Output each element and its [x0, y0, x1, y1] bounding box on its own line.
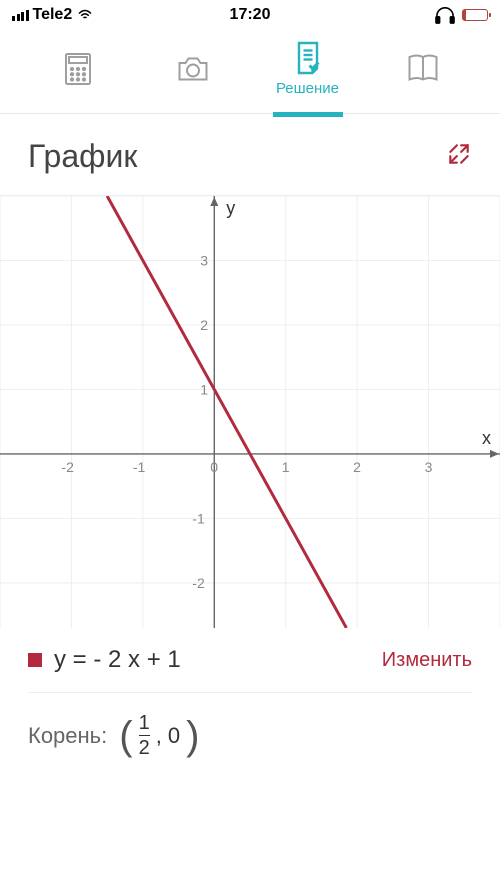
status-left: Tele2	[12, 6, 94, 24]
svg-text:1: 1	[200, 381, 208, 397]
equation-left: y = - 2 x + 1	[28, 646, 181, 674]
section-title: График	[28, 138, 137, 175]
svg-text:-1: -1	[133, 459, 146, 475]
root-value: ( 1 2 , 0 )	[119, 713, 199, 758]
svg-text:3: 3	[425, 459, 433, 475]
battery-icon	[462, 9, 488, 21]
status-right	[434, 6, 488, 24]
clock: 17:20	[230, 6, 271, 24]
tab-solution-label: Решение	[276, 80, 339, 97]
paren-right: )	[186, 718, 199, 754]
tab-calculator[interactable]	[33, 51, 123, 93]
chart[interactable]: -2 -1 0 1 2 3 -2 -1 1 2 3 x y	[0, 195, 500, 627]
status-bar: Tele2 17:20	[0, 0, 500, 30]
paren-left: (	[119, 718, 132, 754]
svg-text:-1: -1	[192, 510, 205, 526]
svg-text:3: 3	[200, 252, 208, 268]
svg-text:x: x	[482, 428, 491, 448]
tab-camera[interactable]	[148, 51, 238, 93]
svg-text:2: 2	[200, 317, 208, 333]
signal-icon	[12, 10, 29, 21]
tab-bar: Решение	[0, 30, 500, 114]
calculator-icon	[60, 51, 96, 87]
equation-row: y = - 2 x + 1 Изменить	[0, 627, 500, 692]
svg-text:1: 1	[282, 459, 290, 475]
svg-text:2: 2	[353, 459, 361, 475]
wifi-icon	[76, 6, 94, 24]
tab-solution[interactable]: Решение	[263, 40, 353, 103]
root-comma: ,	[156, 723, 162, 749]
svg-text:-2: -2	[192, 575, 205, 591]
svg-text:0: 0	[210, 459, 218, 475]
edit-button[interactable]: Изменить	[382, 649, 472, 672]
headphones-icon	[434, 6, 456, 24]
svg-text:y: y	[226, 198, 235, 218]
section-header: График	[0, 114, 500, 195]
root-second: 0	[168, 723, 180, 749]
root-fraction: 1 2	[139, 713, 150, 758]
expand-icon[interactable]	[446, 141, 472, 172]
tab-book[interactable]	[378, 51, 468, 93]
carrier-label: Tele2	[33, 6, 73, 24]
root-row: Корень: ( 1 2 , 0 )	[0, 693, 500, 778]
camera-icon	[175, 51, 211, 87]
book-icon	[405, 51, 441, 87]
chart-svg: -2 -1 0 1 2 3 -2 -1 1 2 3 x y	[0, 196, 500, 628]
equation-text: y = - 2 x + 1	[54, 646, 181, 674]
equation-marker	[28, 653, 42, 667]
root-label: Корень:	[28, 723, 107, 749]
svg-text:-2: -2	[61, 459, 74, 475]
solution-icon	[290, 40, 326, 76]
